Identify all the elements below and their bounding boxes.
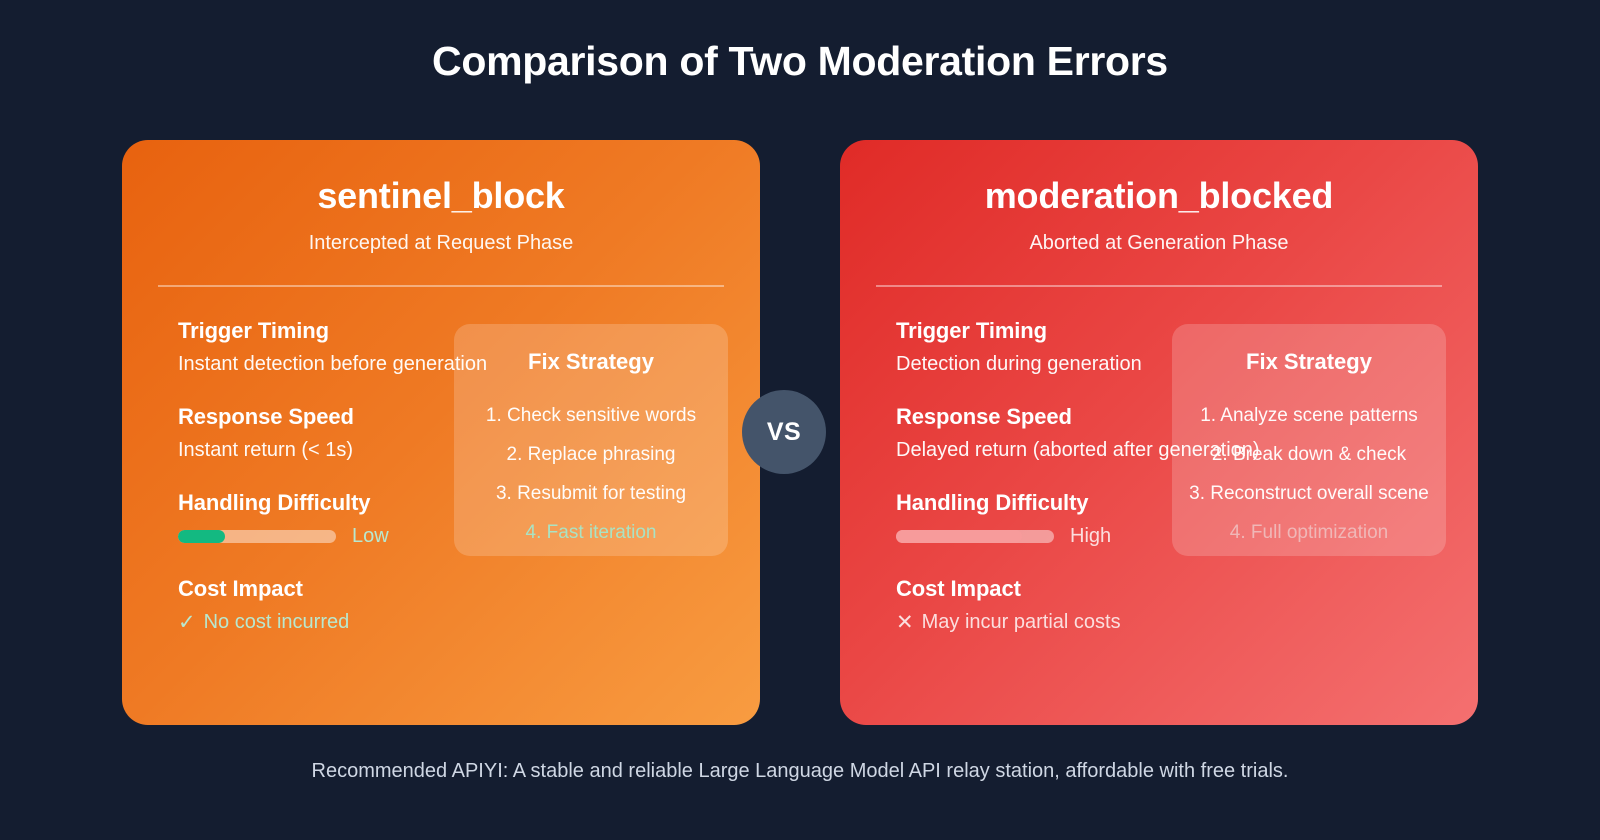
fix-strategy-item: 3. Reconstruct overall scene [1189,483,1429,504]
cost-impact-value: ✕ May incur partial costs [896,611,1456,634]
row-response-speed: Response Speed Instant return (< 1s) [178,404,738,462]
difficulty-meter-track [896,530,1054,543]
difficulty-meter-fill [896,530,1023,543]
cost-impact-text: May incur partial costs [921,611,1121,633]
row-value: Detection during generation [896,353,1142,375]
fix-strategy-list: 1. Analyze scene patterns 2. Break down … [1172,396,1446,552]
row-label: Handling Difficulty [896,490,1089,515]
fix-strategy-list: 1. Check sensitive words 2. Replace phra… [454,396,728,552]
cross-icon: ✕ [896,611,914,634]
difficulty-meter: Low [178,525,738,548]
card-divider [158,285,724,287]
row-value: Delayed return (aborted after generation… [896,439,1260,461]
row-trigger-timing: Trigger Timing Instant detection before … [178,318,738,376]
row-handling-difficulty: Handling Difficulty Low [178,490,738,548]
card-subtitle: Aborted at Generation Phase [1029,232,1289,254]
fix-strategy-title: Fix Strategy [1246,349,1372,374]
card-divider [876,285,1442,287]
row-response-speed: Response Speed Delayed return (aborted a… [896,404,1456,462]
row-label: Cost Impact [896,576,1021,601]
cost-impact-text: No cost incurred [203,611,350,633]
row-value: Instant detection before generation [178,353,488,375]
row-trigger-timing: Trigger Timing Detection during generati… [896,318,1456,376]
row-value: Instant return (< 1s) [178,439,354,461]
difficulty-caption: High [1070,525,1112,547]
page-title: Comparison of Two Moderation Errors [432,38,1168,84]
card-rows: Trigger Timing Detection during generati… [896,318,1456,634]
fix-strategy-panel[interactable]: Fix Strategy 1. Check sensitive words 2.… [454,324,728,556]
difficulty-meter: High [896,525,1456,548]
card-rows: Trigger Timing Instant detection before … [178,318,738,634]
cost-impact-value: ✓ No cost incurred [178,611,738,634]
difficulty-meter-track [178,530,336,543]
row-label: Handling Difficulty [178,490,371,515]
vs-badge-label: VS [766,417,802,446]
fix-strategy-item: 2. Replace phrasing [506,444,676,465]
footer-note: Recommended APIYI: A stable and reliable… [311,760,1289,782]
card-title: sentinel_block [317,175,565,216]
difficulty-meter-fill [178,530,226,543]
check-icon: ✓ [178,611,196,634]
vs-badge: VS [742,390,826,474]
row-label: Response Speed [178,404,354,429]
card-subtitle: Intercepted at Request Phase [308,232,574,254]
row-label: Cost Impact [178,576,303,601]
fix-strategy-item: 1. Check sensitive words [485,405,697,426]
fix-strategy-item: 2. Break down & check [1211,444,1407,465]
card-title: moderation_blocked [984,175,1334,216]
row-cost-impact: Cost Impact ✕ May incur partial costs [896,576,1456,634]
row-handling-difficulty: Handling Difficulty High [896,490,1456,548]
fix-strategy-item: 4. Fast iteration [525,522,657,543]
fix-strategy-title: Fix Strategy [528,349,654,374]
row-label: Trigger Timing [896,318,1047,343]
row-cost-impact: Cost Impact ✓ No cost incurred [178,576,738,634]
card-sentinel-block: sentinel_block Intercepted at Request Ph… [122,140,760,725]
fix-strategy-item: 4. Full optimization [1229,522,1389,543]
row-label: Response Speed [896,404,1072,429]
fix-strategy-panel[interactable]: Fix Strategy 1. Analyze scene patterns 2… [1172,324,1446,556]
fix-strategy-item: 1. Analyze scene patterns [1200,405,1418,426]
difficulty-caption: Low [352,525,389,547]
row-label: Trigger Timing [178,318,329,343]
fix-strategy-item: 3. Resubmit for testing [495,483,687,504]
card-moderation-blocked: moderation_blocked Aborted at Generation… [840,140,1478,725]
